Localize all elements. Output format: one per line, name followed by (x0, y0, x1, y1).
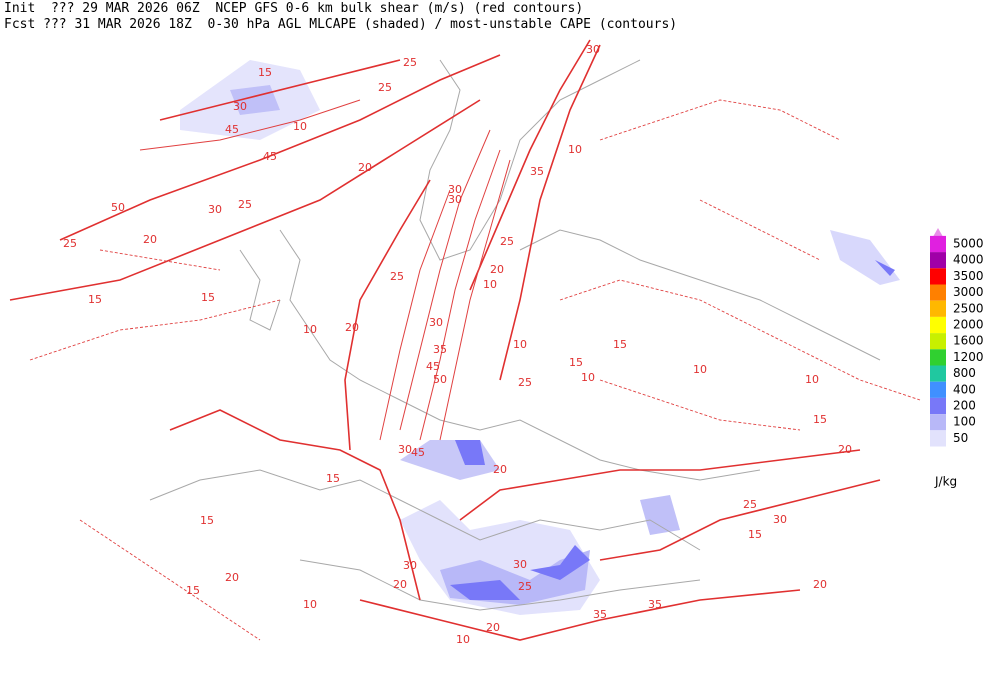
contour-label: 15 (569, 356, 583, 369)
contour-label: 20 (393, 578, 407, 591)
legend-swatch (930, 397, 946, 415)
contour-label: 15 (186, 584, 200, 597)
cape-shading (180, 60, 900, 615)
contour-label: 10 (303, 323, 317, 336)
legend-swatch (930, 414, 946, 431)
legend-swatch (930, 300, 946, 317)
legend-label: 3000 (953, 285, 984, 299)
contour-label: 20 (490, 263, 504, 276)
contour-label: 30 (448, 183, 462, 196)
contour-label: 15 (326, 472, 340, 485)
contour-label: 30 (398, 443, 412, 456)
contour-label: 10 (693, 363, 707, 376)
contour-label: 30 (448, 193, 462, 206)
legend-label: 800 (953, 366, 976, 380)
contour-label: 15 (201, 291, 215, 304)
legend-label: 1600 (953, 334, 984, 348)
contour-label: 50 (111, 201, 125, 214)
contour-label: 25 (378, 81, 392, 94)
legend-label: 5000 (953, 237, 984, 251)
contour-label: 45 (225, 123, 239, 136)
contour-label: 30 (208, 203, 222, 216)
contour-label: 20 (486, 621, 500, 634)
contour-label: 15 (200, 514, 214, 527)
legend-label: 1200 (953, 350, 984, 364)
legend-swatch (930, 333, 946, 350)
contour-label: 30 (513, 558, 527, 571)
contour-label: 30 (233, 100, 247, 113)
contour-label: 35 (648, 598, 662, 611)
contour-label: 45 (263, 150, 277, 163)
contour-label: 20 (813, 578, 827, 591)
legend-label: 200 (953, 399, 976, 413)
contour-label: 25 (390, 270, 404, 283)
contour-label: 30 (773, 513, 787, 526)
contour-label: 25 (743, 498, 757, 511)
legend-swatch (930, 365, 946, 382)
legend-swatch (930, 430, 946, 447)
contour-label: 10 (568, 143, 582, 156)
legend-label: 100 (953, 415, 976, 429)
legend-swatch (930, 268, 946, 285)
legend-swatch (930, 316, 946, 334)
header-fcst: Fcst ??? 31 MAR 2026 18Z 0-30 hPa AGL ML… (4, 17, 677, 32)
contour-label: 25 (238, 198, 252, 211)
legend-swatch (930, 381, 946, 398)
header-init: Init ??? 29 MAR 2026 06Z NCEP GFS 0-6 km… (4, 1, 583, 16)
contour-label: 45 (411, 446, 425, 459)
contour-label: 20 (358, 161, 372, 174)
contour-label: 25 (518, 376, 532, 389)
legend-swatch (930, 284, 946, 301)
contour-label: 20 (345, 321, 359, 334)
legend: 5000 4000 3500 3000 2500 2000 1600 1200 800 400 20… (930, 228, 984, 489)
contour-label: 10 (805, 373, 819, 386)
contour-label: 15 (258, 66, 272, 79)
contour-label: 30 (403, 559, 417, 572)
shear-contours (9, 39, 921, 641)
contour-label: 20 (493, 463, 507, 476)
contour-label: 35 (593, 608, 607, 621)
legend-label: 2000 (953, 318, 984, 332)
contour-label: 30 (429, 316, 443, 329)
contour-label: 10 (293, 120, 307, 133)
contour-label: 15 (748, 528, 762, 541)
contour-label: 35 (530, 165, 544, 178)
contour-label: 10 (581, 371, 595, 384)
contour-label: 45 (426, 360, 440, 373)
contour-label: 15 (813, 413, 827, 426)
legend-label: 4000 (953, 253, 984, 267)
contour-label: 15 (88, 293, 102, 306)
legend-unit: J/kg (934, 475, 957, 489)
legend-swatch (930, 349, 946, 366)
contour-label: 15 (613, 338, 627, 351)
contour-label: 20 (143, 233, 157, 246)
contour-label: 20 (225, 571, 239, 584)
contour-label: 10 (483, 278, 497, 291)
legend-swatch (930, 252, 946, 269)
contour-label: 10 (456, 633, 470, 646)
contour-label: 50 (433, 373, 447, 386)
contour-label: 25 (518, 580, 532, 593)
legend-swatch (930, 235, 946, 253)
contour-label: 10 (513, 338, 527, 351)
contour-label: 25 (403, 56, 417, 69)
contour-label: 30 (586, 43, 600, 56)
contour-label: 35 (433, 343, 447, 356)
legend-label: 400 (953, 382, 976, 396)
contour-label: 20 (838, 443, 852, 456)
contour-label: 10 (303, 598, 317, 611)
legend-label: 50 (953, 431, 968, 445)
legend-label: 3500 (953, 269, 984, 283)
legend-label: 2500 (953, 301, 984, 315)
contour-label: 25 (500, 235, 514, 248)
contour-label: 25 (63, 237, 77, 250)
coastlines (149, 59, 881, 611)
